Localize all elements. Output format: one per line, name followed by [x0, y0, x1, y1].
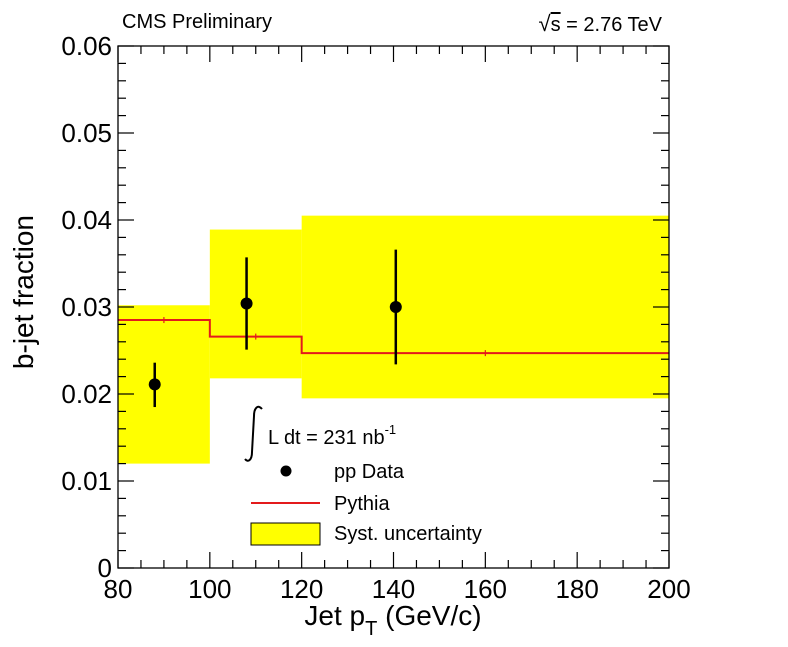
x-tick-label: 120 [280, 574, 323, 604]
energy-symbol: s [550, 14, 561, 36]
x-tick-label: 100 [188, 574, 231, 604]
y-tick-label: 0.03 [61, 292, 112, 322]
y-tick-label: 0.06 [61, 31, 112, 61]
syst-band-2 [301, 215, 669, 399]
legend-lumi-text: L dt = 231 nb [268, 427, 385, 449]
legend: L dt = 231 nb-1 pp Data Pythia Syst. unc… [244, 405, 482, 546]
x-axis-title-unit: (GeV/c) [377, 600, 481, 631]
y-tick-label: 0.05 [61, 118, 112, 148]
legend-entry-syst: Syst. uncertainty [334, 523, 482, 545]
x-axis-title-sub: T [365, 618, 377, 640]
data-points-group [148, 249, 402, 408]
y-axis-title: b-jet fraction [8, 215, 39, 369]
syst-band-1 [209, 229, 302, 379]
y-tick-label: 0 [98, 553, 112, 583]
legend-entry-data: pp Data [334, 461, 405, 483]
data-point-2 [389, 301, 402, 313]
pythia-group [118, 317, 669, 357]
x-tick-label: 80 [104, 574, 133, 604]
energy-value: = 2.76 TeV [560, 14, 662, 36]
y-tick-label: 0.02 [61, 379, 112, 409]
data-point-1 [240, 297, 253, 310]
x-tick-label: 180 [555, 574, 598, 604]
experiment-label: CMS Preliminary [122, 11, 273, 33]
sqrt-symbol: √ [538, 11, 551, 36]
legend-lumi-exp: -1 [385, 422, 397, 437]
legend-lumi: L dt = 231 nb-1 [268, 422, 396, 449]
y-tick-label: 0.04 [61, 205, 112, 235]
tick-label-group: 80 100 120 140 160 180 200 0 0.01 0.02 0.03 0.04 0.0… [61, 31, 690, 604]
y-tick-label: 0.01 [61, 466, 112, 496]
x-axis-title-main: Jet p [304, 600, 365, 631]
legend-data-marker [280, 465, 292, 477]
energy-label: √s = 2.76 TeV [539, 11, 662, 37]
data-point-0 [148, 378, 161, 391]
integral-symbol [244, 405, 263, 462]
x-tick-label: 140 [372, 574, 415, 604]
tick-group [117, 45, 670, 569]
syst-band-group [118, 215, 669, 464]
legend-entry-pythia: Pythia [334, 493, 390, 515]
x-tick-label: 160 [464, 574, 507, 604]
legend-syst-box [250, 522, 321, 546]
x-axis-title: Jet pT (GeV/c) [304, 600, 481, 640]
syst-band-0 [118, 305, 210, 464]
x-tick-label: 200 [647, 574, 690, 604]
